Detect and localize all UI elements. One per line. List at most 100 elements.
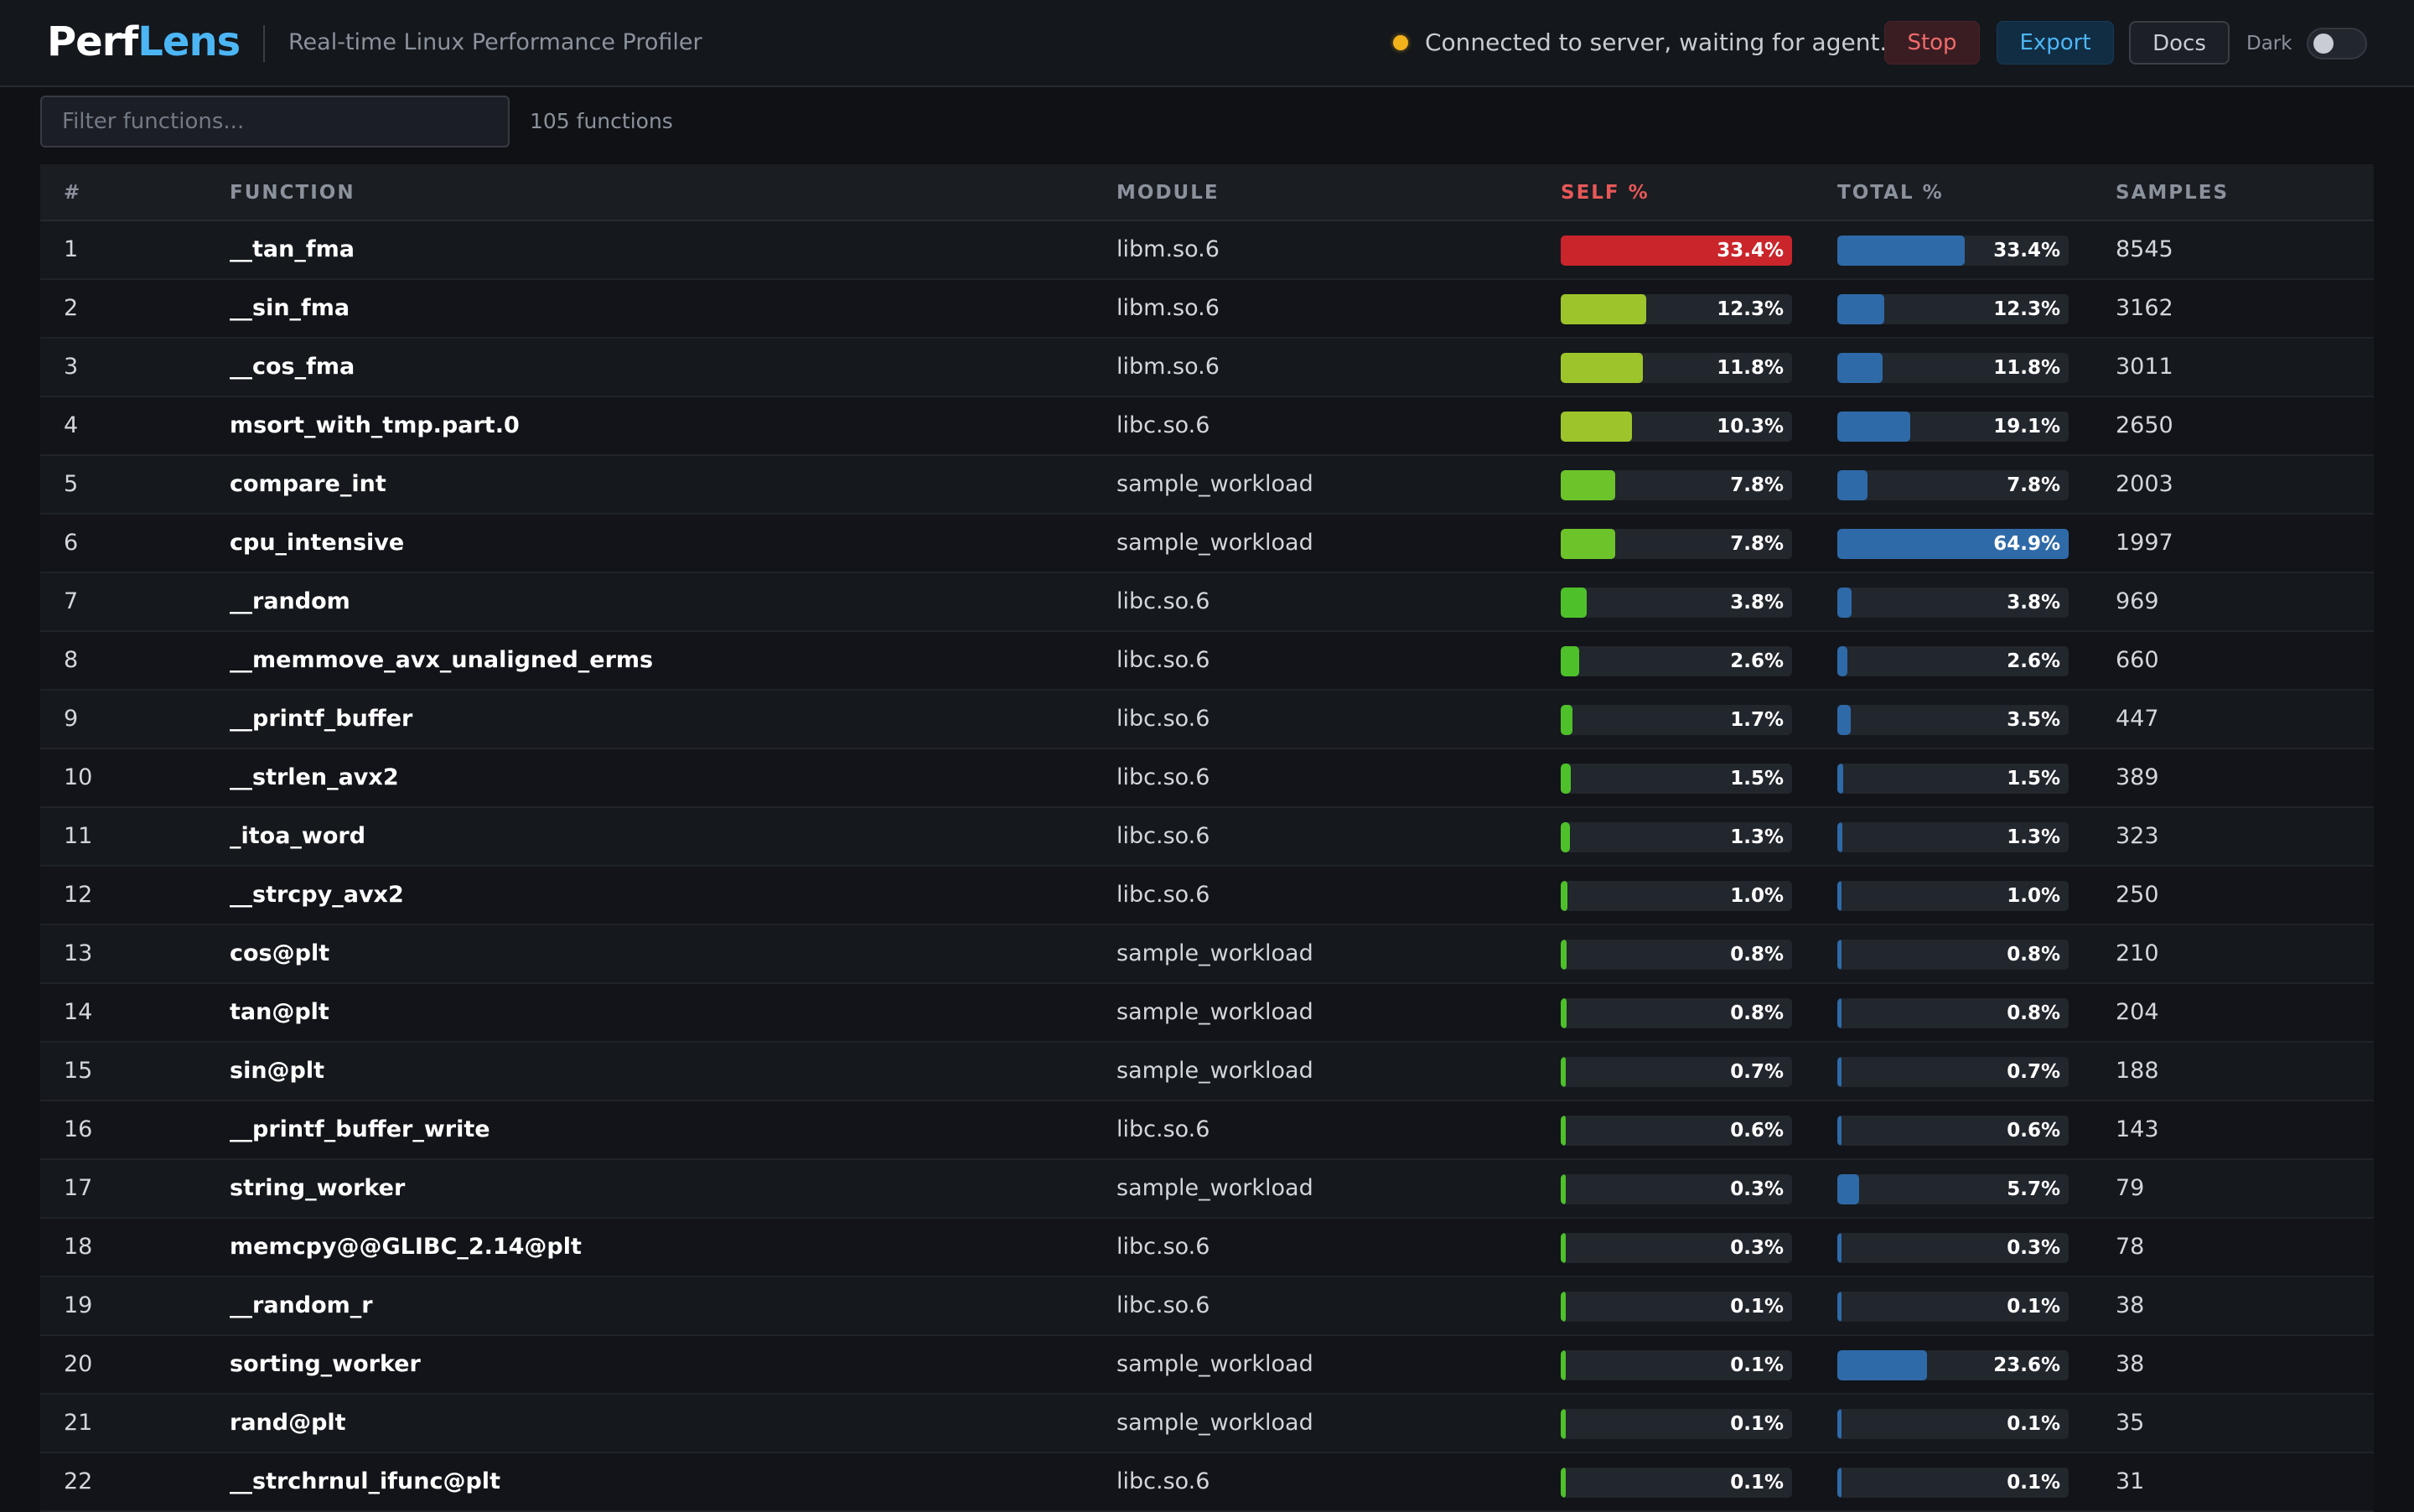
function-name[interactable]: memcpy@@GLIBC_2.14@plt	[230, 1234, 582, 1260]
table-row[interactable]: 3 __cos_fma libm.so.6 11.8% 11.8% 3011	[40, 339, 2374, 397]
total-pct-bar-fill	[1837, 470, 1867, 500]
self-pct-bar-fill	[1561, 1468, 1566, 1498]
function-name[interactable]: sorting_worker	[230, 1351, 421, 1377]
total-pct-bar-fill	[1837, 998, 1842, 1028]
table-header: # FUNCTION MODULE SELF % TOTAL % SAMPLES	[40, 164, 2374, 221]
samples-count: 188	[2116, 1058, 2159, 1084]
function-name[interactable]: sin@plt	[230, 1058, 325, 1084]
top-bar: PerfLens Real-time Linux Performance Pro…	[0, 0, 2414, 87]
module-name: libc.so.6	[1116, 1234, 1210, 1260]
docs-button[interactable]: Docs	[2129, 21, 2230, 65]
self-pct-value: 7.8%	[1730, 474, 1784, 496]
self-pct-bar: 11.8%	[1561, 353, 1792, 383]
module-name: libc.so.6	[1116, 412, 1210, 438]
function-name[interactable]: _itoa_word	[230, 823, 366, 849]
table-row[interactable]: 10 __strlen_avx2 libc.so.6 1.5% 1.5% 389	[40, 749, 2374, 808]
total-pct-value: 64.9%	[1993, 533, 2060, 555]
function-name[interactable]: __strcpy_avx2	[230, 882, 404, 908]
function-name[interactable]: __random	[230, 588, 350, 614]
table-row[interactable]: 20 sorting_worker sample_workload 0.1% 23.6%…	[40, 1336, 2374, 1395]
table-row[interactable]: 21 rand@plt sample_workload 0.1% 0.1% 35	[40, 1395, 2374, 1453]
total-pct-value: 0.7%	[2007, 1061, 2060, 1083]
self-pct-value: 2.6%	[1730, 650, 1784, 672]
self-pct-bar: 0.7%	[1561, 1057, 1792, 1087]
column-header-self-pct[interactable]: SELF %	[1561, 182, 1650, 204]
table-row[interactable]: 11 _itoa_word libc.so.6 1.3% 1.3% 323	[40, 808, 2374, 867]
table-row[interactable]: 4 msort_with_tmp.part.0 libc.so.6 10.3% 19.1…	[40, 397, 2374, 456]
self-pct-bar: 12.3%	[1561, 294, 1792, 324]
dark-mode-toggle[interactable]	[2307, 28, 2367, 60]
samples-count: 3162	[2116, 295, 2173, 321]
table-row[interactable]: 6 cpu_intensive sample_workload 7.8% 64.9% 19…	[40, 515, 2374, 573]
column-header-rank[interactable]: #	[64, 182, 82, 204]
function-count: 105 functions	[530, 109, 673, 133]
table-row[interactable]: 22 __strchrnul_ifunc@plt libc.so.6 0.1% 0.1%…	[40, 1453, 2374, 1512]
function-name[interactable]: string_worker	[230, 1175, 406, 1201]
function-name[interactable]: __printf_buffer	[230, 706, 413, 732]
total-pct-bar: 0.1%	[1837, 1468, 2069, 1498]
table-row[interactable]: 13 cos@plt sample_workload 0.8% 0.8% 210	[40, 925, 2374, 984]
total-pct-bar-fill	[1837, 940, 1842, 970]
samples-count: 35	[2116, 1410, 2145, 1436]
table-row[interactable]: 2 __sin_fma libm.so.6 12.3% 12.3% 3162	[40, 280, 2374, 339]
self-pct-bar: 2.6%	[1561, 646, 1792, 676]
function-name[interactable]: msort_with_tmp.part.0	[230, 412, 520, 438]
stop-button[interactable]: Stop	[1884, 21, 1980, 65]
function-name[interactable]: __memmove_avx_unaligned_erms	[230, 647, 654, 673]
function-name[interactable]: __strchrnul_ifunc@plt	[230, 1468, 500, 1494]
export-button[interactable]: Export	[1997, 21, 2114, 65]
table-row[interactable]: 12 __strcpy_avx2 libc.so.6 1.0% 1.0% 250	[40, 867, 2374, 925]
table-row[interactable]: 9 __printf_buffer libc.so.6 1.7% 3.5% 447	[40, 691, 2374, 749]
module-name: libm.so.6	[1116, 295, 1220, 321]
total-pct-bar-fill	[1837, 588, 1852, 618]
samples-count: 143	[2116, 1116, 2159, 1142]
total-pct-bar-fill	[1837, 1174, 1859, 1204]
function-name[interactable]: cos@plt	[230, 940, 330, 966]
self-pct-bar: 3.8%	[1561, 588, 1792, 618]
table-row[interactable]: 1 __tan_fma libm.so.6 33.4% 33.4% 8545	[40, 221, 2374, 280]
table-row[interactable]: 15 sin@plt sample_workload 0.7% 0.7% 188	[40, 1043, 2374, 1101]
self-pct-value: 0.7%	[1730, 1061, 1784, 1083]
column-header-function[interactable]: FUNCTION	[230, 182, 355, 204]
module-name: sample_workload	[1116, 1058, 1313, 1084]
function-name[interactable]: cpu_intensive	[230, 530, 405, 556]
self-pct-bar-fill	[1561, 1116, 1566, 1146]
function-name[interactable]: __cos_fma	[230, 354, 355, 380]
self-pct-value: 0.6%	[1730, 1120, 1784, 1142]
function-name[interactable]: __strlen_avx2	[230, 764, 399, 790]
table-row[interactable]: 8 __memmove_avx_unaligned_erms libc.so.6 2.…	[40, 632, 2374, 691]
column-header-samples[interactable]: SAMPLES	[2116, 182, 2230, 204]
total-pct-bar-fill	[1837, 412, 1910, 442]
table-row[interactable]: 18 memcpy@@GLIBC_2.14@plt libc.so.6 0.3% 0.3…	[40, 1219, 2374, 1277]
module-name: sample_workload	[1116, 999, 1313, 1025]
self-pct-bar-fill	[1561, 236, 1792, 266]
function-name[interactable]: __random_r	[230, 1292, 373, 1318]
row-rank: 15	[64, 1058, 93, 1084]
module-name: sample_workload	[1116, 940, 1313, 966]
total-pct-value: 0.1%	[2007, 1413, 2060, 1435]
column-header-module[interactable]: MODULE	[1116, 182, 1220, 204]
table-row[interactable]: 7 __random libc.so.6 3.8% 3.8% 969	[40, 573, 2374, 632]
filter-functions-input[interactable]	[40, 96, 510, 148]
samples-count: 38	[2116, 1292, 2145, 1318]
function-name[interactable]: __sin_fma	[230, 295, 350, 321]
table-row[interactable]: 17 string_worker sample_workload 0.3% 5.7% 79	[40, 1160, 2374, 1219]
function-name[interactable]: __tan_fma	[230, 236, 355, 262]
table-row[interactable]: 19 __random_r libc.so.6 0.1% 0.1% 38	[40, 1277, 2374, 1336]
module-name: libc.so.6	[1116, 1292, 1210, 1318]
self-pct-bar: 0.1%	[1561, 1292, 1792, 1322]
table-row[interactable]: 16 __printf_buffer_write libc.so.6 0.6% 0.6%…	[40, 1101, 2374, 1160]
samples-count: 389	[2116, 764, 2159, 790]
total-pct-value: 3.5%	[2007, 709, 2060, 731]
table-row[interactable]: 5 compare_int sample_workload 7.8% 7.8% 2003	[40, 456, 2374, 515]
row-rank: 1	[64, 236, 79, 262]
module-name: libc.so.6	[1116, 588, 1210, 614]
table-row[interactable]: 14 tan@plt sample_workload 0.8% 0.8% 204	[40, 984, 2374, 1043]
function-name[interactable]: compare_int	[230, 471, 386, 497]
function-name[interactable]: tan@plt	[230, 999, 329, 1025]
samples-count: 3011	[2116, 354, 2173, 380]
function-name[interactable]: __printf_buffer_write	[230, 1116, 490, 1142]
function-name[interactable]: rand@plt	[230, 1410, 346, 1436]
total-pct-value: 19.1%	[1993, 416, 2060, 438]
column-header-total-pct[interactable]: TOTAL %	[1837, 182, 1944, 204]
